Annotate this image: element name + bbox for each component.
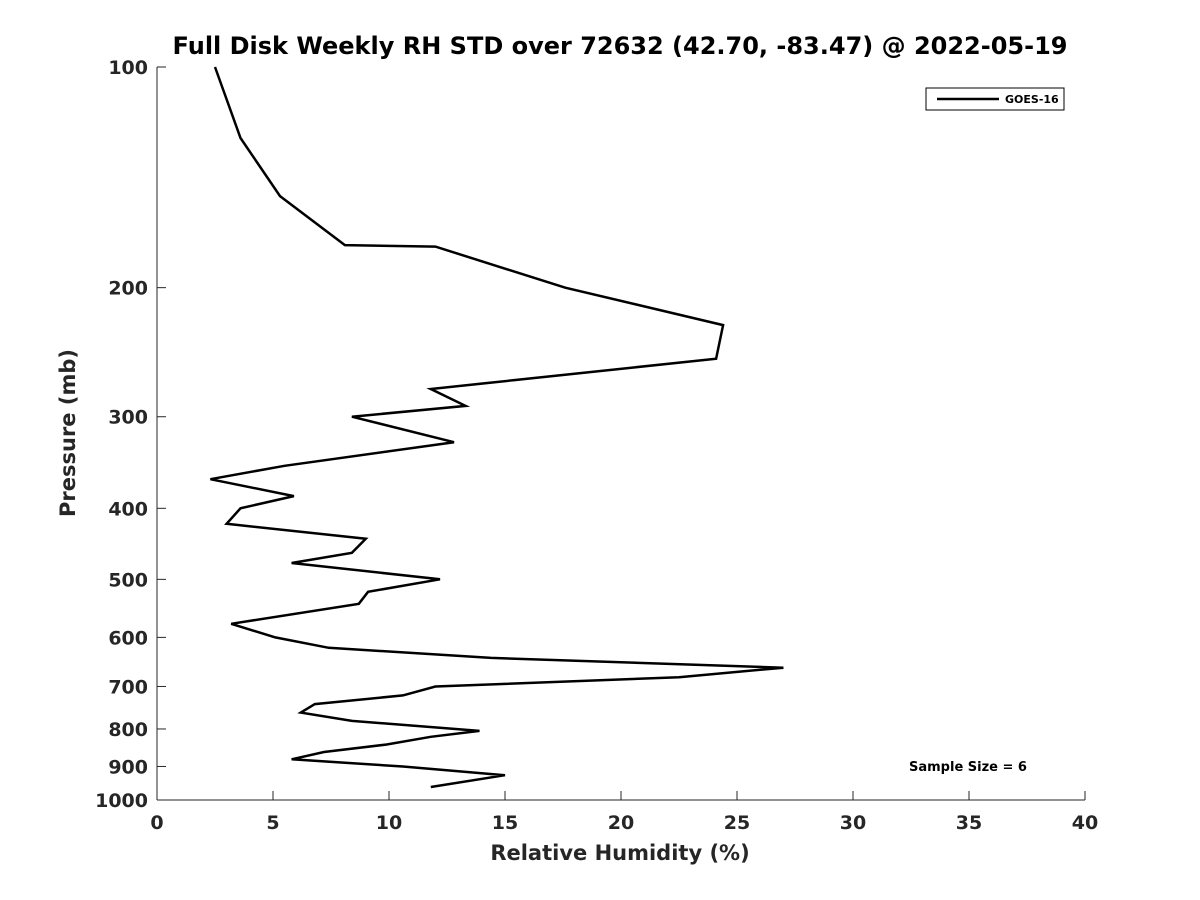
x-tick-label: 40 <box>1072 812 1098 834</box>
y-tick-label: 200 <box>108 278 148 300</box>
y-tick-label: 1000 <box>95 790 148 812</box>
x-tick-label: 25 <box>724 812 750 834</box>
y-tick-label: 300 <box>108 407 148 429</box>
y-tick-label: 100 <box>108 57 148 79</box>
x-axis-ticks: 0 5 10 15 20 25 30 35 40 <box>150 791 1098 834</box>
y-tick-label: 900 <box>108 756 148 778</box>
y-axis-label: Pressure (mb) <box>56 349 80 517</box>
legend-label-goes-16: GOES-16 <box>1005 93 1059 106</box>
legend: GOES-16 <box>926 88 1064 110</box>
y-tick-label: 700 <box>108 676 148 698</box>
y-axis-ticks: 100 200 300 400 500 600 700 800 900 1000 <box>95 57 166 812</box>
x-tick-label: 20 <box>608 812 634 834</box>
y-tick-label: 800 <box>108 719 148 741</box>
y-tick-label: 500 <box>108 569 148 591</box>
x-tick-label: 5 <box>266 812 279 834</box>
x-tick-label: 15 <box>492 812 518 834</box>
series-layer <box>210 67 783 787</box>
x-axis-label: Relative Humidity (%) <box>490 841 749 865</box>
sample-size-annotation: Sample Size = 6 <box>909 760 1027 775</box>
y-tick-label: 600 <box>108 627 148 649</box>
plot-frame <box>157 67 1085 800</box>
series-line-goes-16 <box>210 67 783 787</box>
x-tick-label: 10 <box>376 812 402 834</box>
rh-std-profile-chart: Full Disk Weekly RH STD over 72632 (42.7… <box>0 0 1200 900</box>
x-tick-label: 35 <box>956 812 982 834</box>
chart-title: Full Disk Weekly RH STD over 72632 (42.7… <box>173 32 1068 60</box>
y-tick-label: 400 <box>108 498 148 520</box>
x-tick-label: 30 <box>840 812 866 834</box>
x-tick-label: 0 <box>150 812 163 834</box>
